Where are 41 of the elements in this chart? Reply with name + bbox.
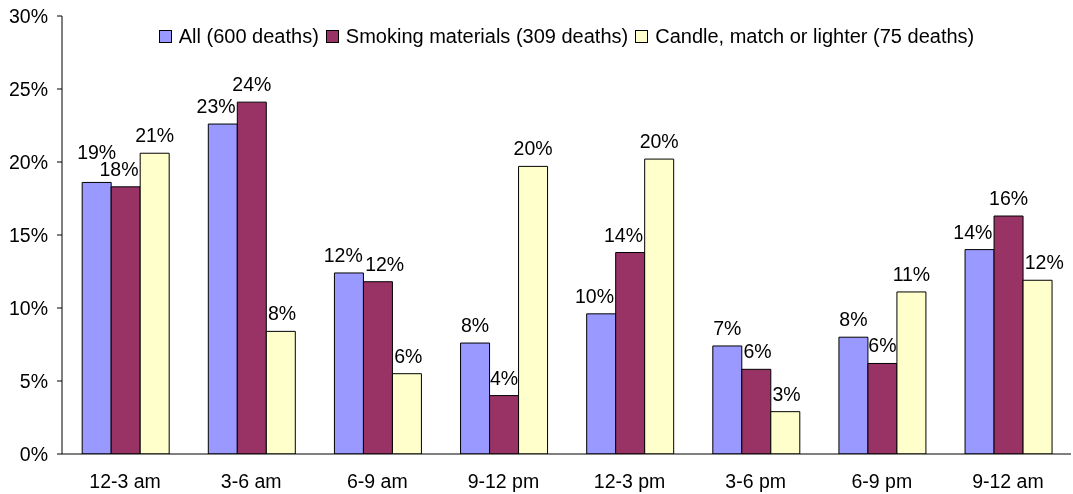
x-tick-label: 9-12 pm	[467, 469, 540, 492]
data-label: 12%	[365, 252, 405, 275]
data-label: 8%	[839, 308, 868, 331]
data-label: 14%	[953, 220, 993, 243]
data-label: 8%	[268, 302, 297, 325]
data-label: 4%	[489, 366, 519, 389]
y-tick-label: 30%	[8, 4, 48, 27]
data-label: 7%	[713, 316, 742, 339]
data-label: 21%	[135, 124, 175, 147]
legend-label: All (600 deaths)	[178, 25, 319, 48]
data-label: 24%	[232, 73, 272, 96]
data-label: 14%	[603, 223, 643, 246]
data-label: 6%	[868, 334, 897, 357]
data-label: 11%	[892, 262, 931, 285]
x-tick-label: 3-6 pm	[725, 469, 787, 492]
y-tick-label: 5%	[19, 369, 48, 392]
x-tick-label: 6-9 am	[346, 469, 408, 492]
x-tick-label: 9-12 am	[972, 469, 1044, 492]
data-label: 19%	[77, 140, 117, 163]
y-tick-label: 10%	[8, 296, 48, 319]
data-label: 12%	[323, 243, 363, 266]
legend-label: Candle, match or lighter (75 deaths)	[655, 25, 975, 48]
data-label: 8%	[460, 314, 490, 337]
x-tick-label: 3-6 am	[220, 469, 282, 492]
y-tick-label: 20%	[8, 150, 48, 173]
data-label: 6%	[394, 344, 423, 367]
data-label: 3%	[772, 382, 801, 405]
data-label: 10%	[574, 284, 614, 307]
y-tick-label: 0%	[19, 442, 48, 465]
data-label: 6%	[743, 340, 772, 363]
data-label: 23%	[196, 95, 236, 118]
x-tick-label: 12-3 pm	[593, 469, 666, 492]
data-label: 20%	[513, 137, 553, 160]
data-label: 20%	[639, 130, 679, 153]
y-tick-label: 25%	[8, 77, 48, 100]
legend-label: Smoking materials (309 deaths)	[345, 25, 629, 48]
data-label: 16%	[989, 187, 1029, 210]
y-tick-label: 15%	[8, 223, 48, 246]
data-label: 12%	[1024, 251, 1064, 274]
x-tick-label: 12-3 am	[89, 469, 161, 492]
x-tick-label: 6-9 pm	[851, 469, 913, 492]
